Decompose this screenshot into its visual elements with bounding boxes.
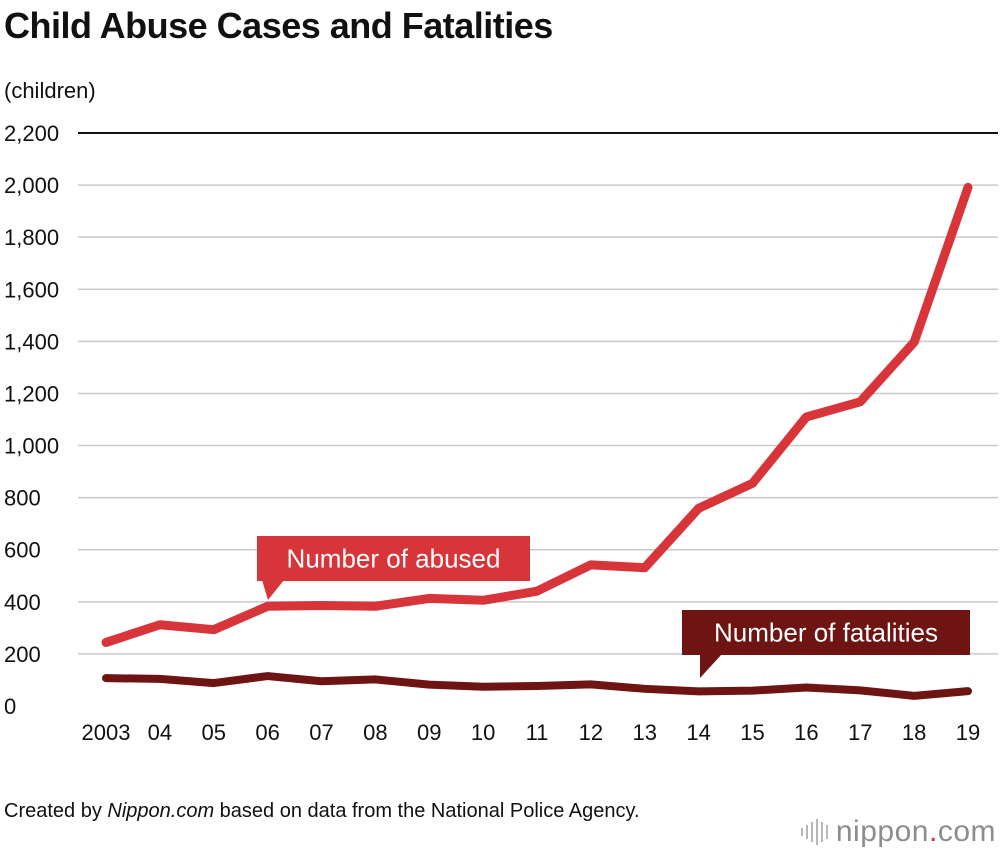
y-tick-label: 2,000 [4, 173, 59, 198]
y-tick-label: 1,800 [4, 225, 59, 250]
x-tick-label: 07 [309, 720, 333, 745]
sound-wave-icon [800, 819, 828, 845]
y-tick-label: 2,200 [4, 121, 59, 146]
source-publisher: Nippon.com [107, 800, 215, 822]
x-tick-label: 13 [633, 720, 657, 745]
y-tick-label: 0 [4, 694, 16, 719]
y-tick-label: 1,000 [4, 434, 59, 459]
nippon-logo: nippon.com [800, 812, 996, 852]
label-number-of-abused: Number of abused [257, 536, 530, 600]
x-tick-label: 06 [255, 720, 279, 745]
x-tick-label: 19 [956, 720, 980, 745]
y-tick-label: 800 [4, 486, 41, 511]
x-tick-label: 04 [148, 720, 172, 745]
y-axis-unit-label: (children) [4, 78, 96, 103]
y-tick-label: 1,600 [4, 277, 59, 302]
source-note: Created by Nippon.com based on data from… [4, 796, 724, 826]
x-tick-label: 16 [794, 720, 818, 745]
x-tick-label: 15 [740, 720, 764, 745]
y-tick-label: 400 [4, 590, 41, 615]
series-line-abused [101, 182, 973, 647]
y-tick-label: 600 [4, 538, 41, 563]
x-tick-label: 10 [471, 720, 495, 745]
series-labels: Number of abused Number of fatalities [257, 536, 970, 678]
label-number-of-fatalities: Number of fatalities [682, 610, 970, 678]
x-tick-label: 08 [363, 720, 387, 745]
y-tick-label: 1,200 [4, 381, 59, 406]
x-tick-label: 2003 [82, 720, 131, 745]
x-axis-ticks: 2003 04 05 06 07 08 09 10 11 12 13 14 15 16 17 18 19 [82, 720, 981, 745]
y-tick-label: 1,400 [4, 329, 59, 354]
x-tick-label: 12 [579, 720, 603, 745]
y-tick-label: 200 [4, 642, 41, 667]
x-tick-label: 14 [686, 720, 710, 745]
x-tick-label: 18 [902, 720, 926, 745]
x-tick-label: 11 [526, 720, 549, 745]
logo-wordmark: nippon.com [835, 815, 996, 848]
svg-text:Number of fatalities: Number of fatalities [714, 618, 938, 648]
source-prefix: Created by [4, 800, 108, 822]
source-suffix: based on data from the National Police A… [214, 800, 640, 822]
x-tick-label: 05 [202, 720, 226, 745]
chart-title: Child Abuse Cases and Fatalities [4, 5, 553, 46]
x-tick-label: 17 [848, 720, 872, 745]
gridlines [78, 132, 998, 655]
svg-text:Number of abused: Number of abused [287, 544, 501, 574]
x-tick-label: 09 [417, 720, 441, 745]
series-lines [101, 182, 973, 700]
y-axis-ticks: 0 200 400 600 800 1,000 1,200 1,400 1,600 1,800 2,… [4, 121, 59, 719]
